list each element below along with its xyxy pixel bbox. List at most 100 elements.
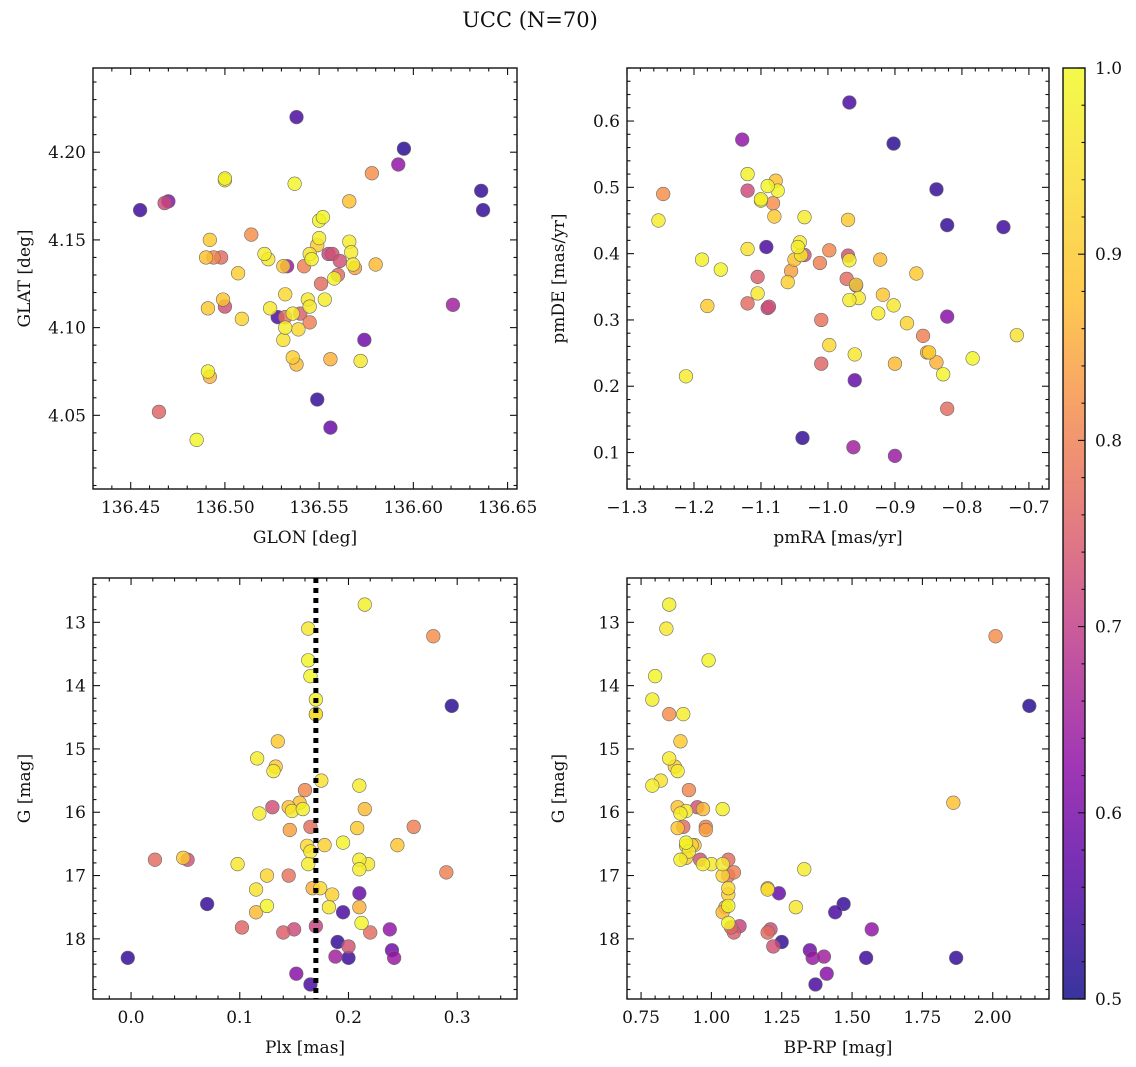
star-point: [847, 373, 862, 388]
star-point: [940, 401, 955, 416]
star-point: [715, 857, 730, 872]
star-point: [317, 838, 332, 853]
star-point: [761, 299, 777, 314]
y-tick-label: 17: [64, 867, 86, 887]
x-tick-label: −1.1: [740, 498, 781, 518]
star-point: [988, 629, 1003, 644]
scatter-points: [651, 95, 1024, 463]
y-tick-label: 4.10: [48, 319, 86, 339]
star-point: [335, 835, 351, 850]
star-point: [354, 915, 369, 931]
y-tick-label: 16: [64, 803, 86, 823]
star-point: [120, 950, 135, 965]
star-point: [276, 925, 291, 940]
star-point: [678, 369, 694, 384]
star-point: [750, 286, 765, 301]
colorbar-tick-label: 0.9: [1095, 245, 1122, 265]
star-point: [701, 653, 716, 668]
y-tick-label: 4.05: [48, 406, 86, 426]
star-point: [822, 243, 837, 258]
star-point: [750, 269, 765, 284]
y-tick-label: 0.6: [593, 112, 620, 132]
x-tick-label: 0.1: [226, 1008, 253, 1028]
star-point: [295, 801, 310, 817]
star-point: [996, 220, 1011, 235]
star-point: [285, 350, 300, 365]
star-point: [766, 939, 781, 954]
scatter-points: [133, 110, 491, 447]
star-point: [760, 178, 775, 194]
star-point: [357, 332, 372, 347]
star-point: [808, 977, 823, 992]
star-point: [332, 253, 347, 269]
star-point: [252, 806, 267, 821]
star-point: [406, 819, 421, 834]
star-point: [713, 262, 728, 277]
y-axis-label: pmDE [mas/yr]: [549, 213, 569, 343]
star-point: [352, 886, 367, 901]
y-axis-label: G [mag]: [549, 754, 569, 823]
y-tick-label: 17: [598, 867, 620, 887]
star-point: [335, 905, 351, 920]
star-point: [940, 218, 955, 233]
star-point: [740, 241, 755, 257]
star-point: [344, 245, 359, 260]
star-point: [753, 192, 769, 207]
x-tick-label: −1.3: [606, 498, 647, 518]
star-point: [949, 950, 964, 965]
star-point: [341, 939, 356, 954]
x-axis-label: Plx [mas]: [265, 1038, 345, 1058]
star-point: [651, 213, 666, 228]
star-point: [695, 801, 711, 817]
star-point: [670, 763, 685, 779]
star-point: [848, 277, 864, 292]
star-point: [312, 231, 327, 246]
x-axis-label: pmRA [mas/yr]: [773, 528, 902, 548]
star-point: [301, 857, 316, 872]
colorbar-tick-label: 0.8: [1095, 431, 1122, 451]
star-point: [200, 301, 216, 316]
star-point: [198, 250, 214, 265]
x-axis-label: BP-RP [mag]: [784, 1038, 893, 1058]
star-point: [352, 862, 367, 877]
star-point: [676, 707, 691, 722]
star-point: [215, 292, 231, 307]
star-point: [270, 734, 285, 749]
star-point: [673, 806, 688, 821]
star-point: [234, 311, 249, 326]
star-point: [760, 925, 775, 940]
star-point: [259, 868, 275, 883]
x-tick-label: −0.9: [874, 498, 915, 518]
y-tick-label: 0.3: [593, 311, 620, 331]
star-point: [263, 301, 278, 316]
star-point: [276, 332, 291, 347]
colorbar-tick-label: 0.5: [1095, 990, 1122, 1010]
star-point: [795, 430, 810, 446]
x-tick-label: 0.2: [335, 1008, 362, 1028]
y-tick-label: 13: [598, 613, 620, 633]
star-point: [259, 898, 275, 914]
star-point: [842, 292, 857, 308]
x-tick-label: 1.75: [903, 1008, 941, 1028]
star-point: [310, 392, 325, 407]
star-point: [819, 966, 834, 981]
star-point: [662, 707, 677, 722]
star-point: [871, 306, 886, 321]
y-axis-label: GLAT [deg]: [15, 229, 35, 327]
star-point: [662, 751, 677, 766]
colorbar-frame: [1062, 67, 1086, 1000]
y-tick-label: 0.1: [593, 444, 620, 464]
star-point: [721, 881, 736, 896]
star-point: [822, 338, 837, 353]
colorbar-tick-label: 0.7: [1095, 618, 1122, 638]
star-point: [780, 275, 795, 290]
star-point: [202, 232, 217, 248]
star-point: [790, 239, 805, 255]
star-point: [645, 692, 660, 707]
star-point: [352, 900, 367, 915]
star-point: [694, 252, 710, 267]
colorbar-gradient: [1063, 68, 1085, 999]
star-point: [390, 838, 405, 853]
star-point: [151, 404, 167, 419]
